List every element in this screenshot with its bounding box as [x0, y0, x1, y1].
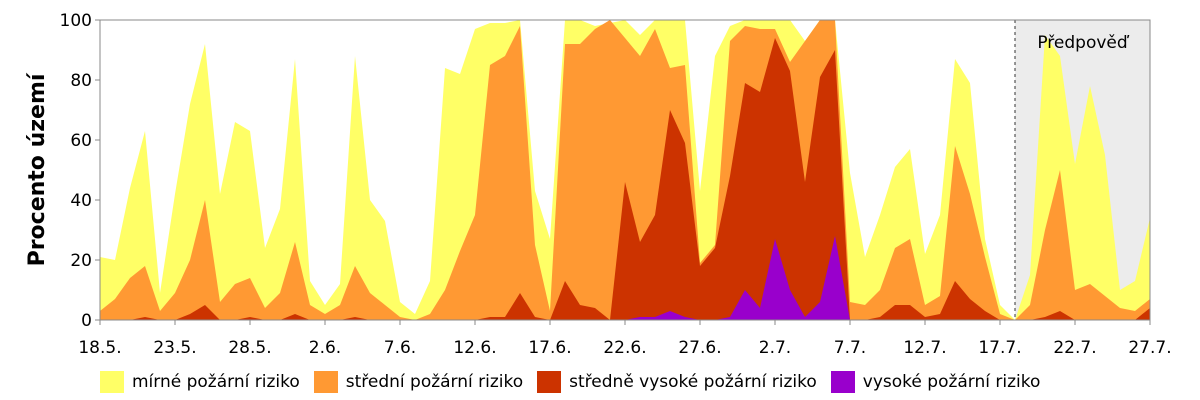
x-tick-label: 18.5. — [78, 338, 121, 358]
x-tick-label: 17.6. — [528, 338, 571, 358]
x-tick-label: 22.7. — [1053, 338, 1096, 358]
legend-swatch — [100, 371, 124, 393]
y-tick-label: 0 — [81, 311, 92, 331]
series-area-1 — [100, 20, 1150, 320]
y-tick-label: 40 — [70, 191, 92, 211]
legend-label: mírné požární riziko — [132, 372, 300, 392]
legend-swatch — [537, 371, 562, 393]
series-layer — [100, 20, 1150, 320]
x-tick-label: 22.6. — [603, 338, 646, 358]
y-tick-label: 80 — [70, 71, 92, 91]
x-tick-label: 12.6. — [453, 338, 496, 358]
x-tick-label: 17.7. — [978, 338, 1021, 358]
legend-label: středně vysoké požární riziko — [569, 372, 817, 392]
x-tick-label: 27.7. — [1128, 338, 1171, 358]
y-tick-label: 20 — [70, 251, 92, 271]
legend-item-2: středně vysoké požární riziko — [537, 371, 817, 393]
legend-label: vysoké požární riziko — [862, 372, 1041, 392]
y-axis-label: Procento území — [25, 72, 50, 266]
fire-risk-chart: Předpověď 0 20 40 60 80 100 18.5. 23.5. 28.5. 2.… — [25, 11, 1172, 358]
series-area-2 — [100, 38, 1150, 320]
legend-item-3: vysoké požární riziko — [830, 371, 1041, 393]
legend-label: střední požární riziko — [345, 372, 524, 392]
x-tick-label: 7.7. — [834, 338, 866, 358]
legend-swatch — [313, 371, 338, 393]
x-tick-label: 7.6. — [384, 338, 416, 358]
x-tick-label: 28.5. — [228, 338, 271, 358]
forecast-label: Předpověď — [1037, 33, 1130, 53]
legend-swatch — [830, 371, 855, 393]
y-tick-label: 100 — [60, 11, 92, 31]
x-tick-label: 12.7. — [903, 338, 946, 358]
x-axis: 18.5. 23.5. 28.5. 2.6. 7.6. 12.6. 17.6. 22.6. 27… — [78, 320, 1172, 358]
x-tick-label: 2.7. — [759, 338, 791, 358]
y-tick-label: 60 — [70, 131, 92, 151]
x-tick-label: 23.5. — [153, 338, 196, 358]
legend-item-0: mírné požární riziko — [100, 371, 300, 393]
x-tick-label: 27.6. — [678, 338, 721, 358]
legend: mírné požární riziko střední požární rizi… — [100, 364, 1160, 400]
x-tick-label: 2.6. — [309, 338, 341, 358]
legend-item-1: střední požární riziko — [313, 371, 524, 393]
y-axis: 0 20 40 60 80 100 — [60, 11, 100, 331]
